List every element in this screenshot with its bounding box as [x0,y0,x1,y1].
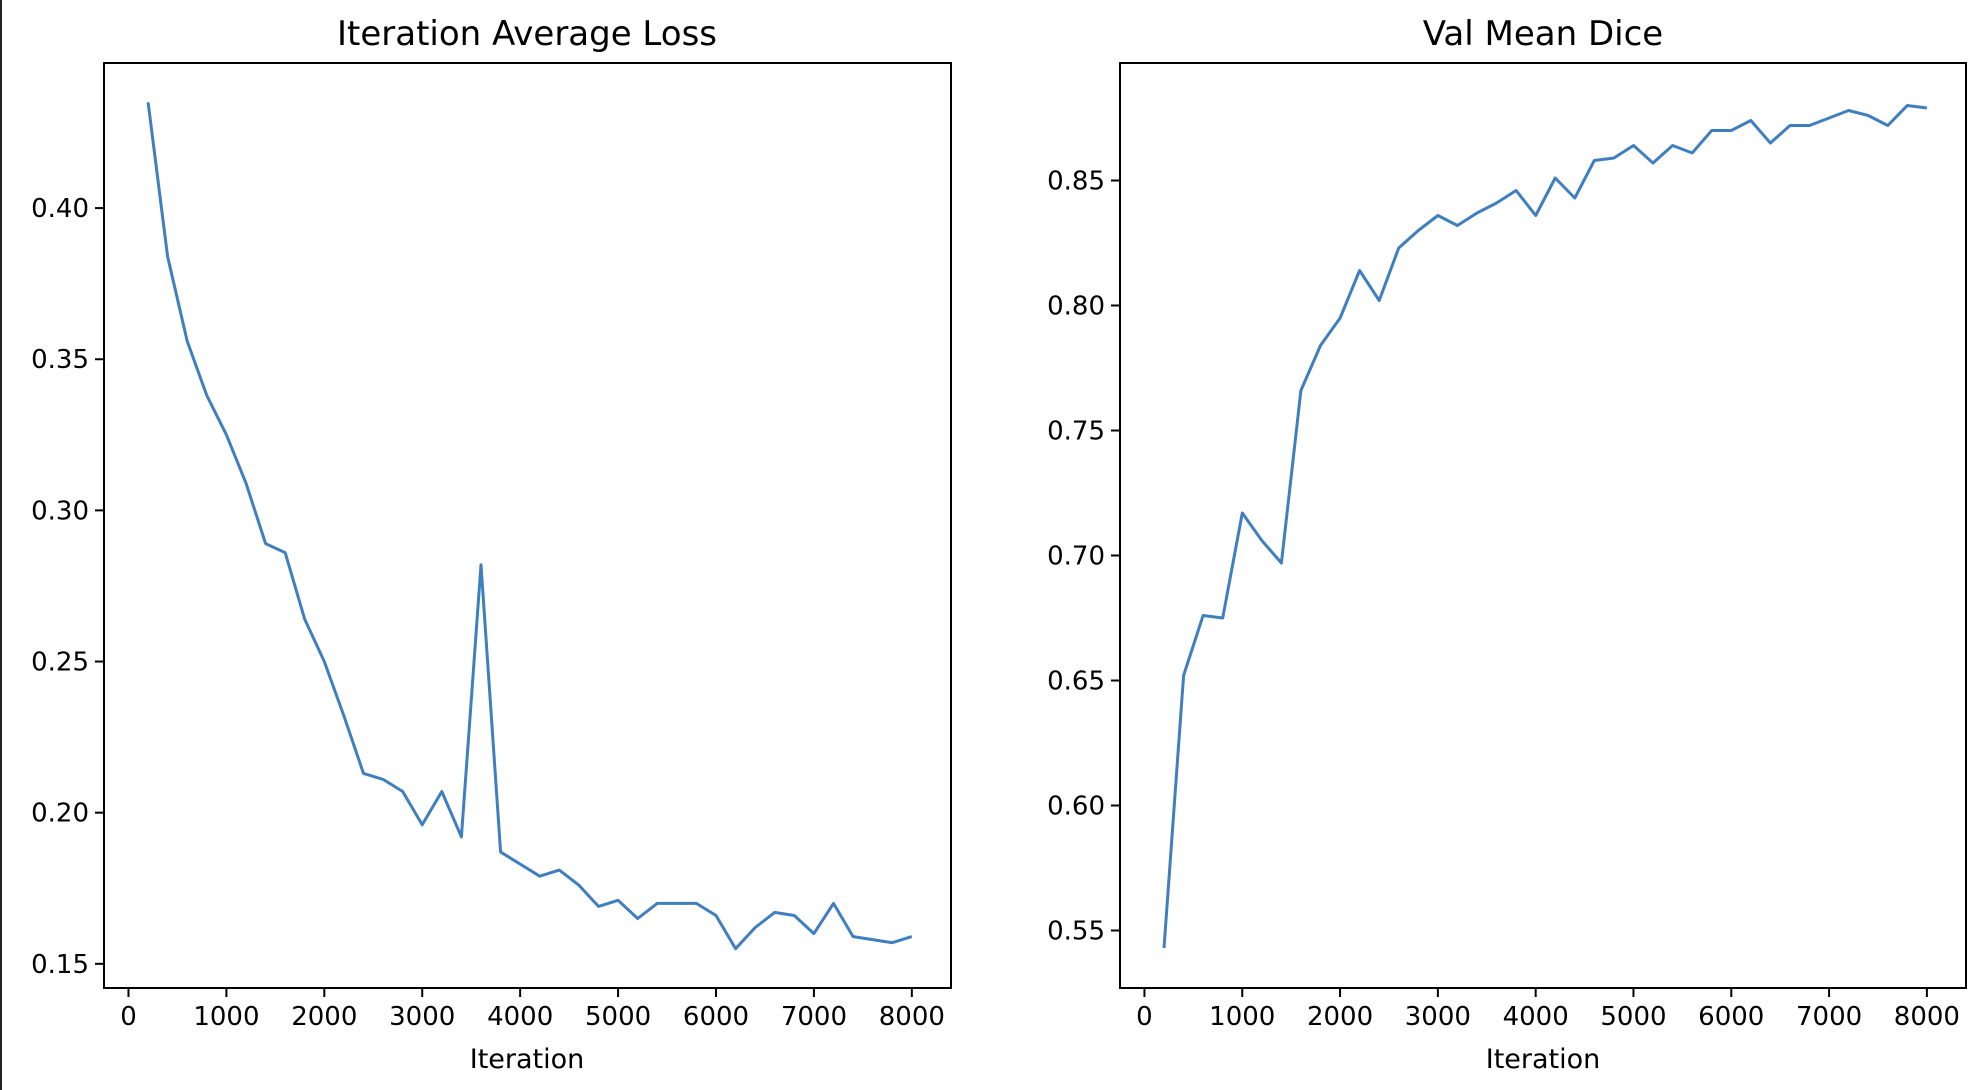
dice-plot-area [1119,62,1967,989]
loss-y-tick-label: 0.30 [31,496,89,526]
loss-plot-area [103,62,952,989]
loss-chart-title: Iteration Average Loss [337,14,717,54]
loss-y-tick-label: 0.20 [31,799,89,829]
dice-y-tick-label: 0.85 [1047,167,1105,197]
loss-x-tick-label: 5000 [585,1002,651,1032]
dice-x-tick-label: 5000 [1600,1002,1666,1032]
dice-chart: Val Mean Dice Iteration 0 1000 2000 3000 400… [1047,14,1967,1075]
loss-x-axis-label: Iteration [470,1044,585,1075]
dice-x-tick-label: 0 [1136,1002,1153,1032]
dice-x-tick-label: 7000 [1796,1002,1862,1032]
loss-y-ticks: 0.15 0.20 0.25 0.30 0.35 0.40 [31,194,104,980]
dice-y-tick-label: 0.55 [1047,917,1105,947]
loss-y-tick-label: 0.25 [31,648,89,678]
dice-y-tick-label: 0.65 [1047,667,1105,697]
loss-x-ticks: 0 1000 2000 3000 4000 5000 6000 7000 8000 [120,988,945,1032]
loss-chart: Iteration Average Loss Iteration 0 1000 20… [31,14,952,1075]
loss-x-tick-label: 8000 [879,1002,945,1032]
dice-x-axis-label: Iteration [1486,1044,1601,1075]
loss-y-tick-label: 0.15 [31,950,89,980]
loss-x-tick-label: 3000 [389,1002,455,1032]
dice-x-tick-label: 2000 [1307,1002,1373,1032]
dice-y-ticks: 0.55 0.60 0.65 0.70 0.75 0.80 0.85 [1047,167,1120,947]
loss-x-tick-label: 2000 [291,1002,357,1032]
loss-x-tick-label: 1000 [193,1002,259,1032]
loss-y-tick-label: 0.35 [31,345,89,375]
dice-y-tick-label: 0.70 [1047,542,1105,572]
dice-x-tick-label: 6000 [1698,1002,1764,1032]
dice-x-tick-label: 4000 [1503,1002,1569,1032]
dice-y-tick-label: 0.75 [1047,417,1105,447]
loss-x-tick-label: 4000 [487,1002,553,1032]
dice-x-ticks: 0 1000 2000 3000 4000 5000 6000 7000 8000 [1136,988,1960,1032]
dice-y-tick-label: 0.80 [1047,292,1105,322]
dice-x-tick-label: 1000 [1209,1002,1275,1032]
loss-x-tick-label: 7000 [781,1002,847,1032]
loss-x-tick-label: 0 [120,1002,137,1032]
dice-x-tick-label: 3000 [1405,1002,1471,1032]
loss-y-tick-label: 0.40 [31,194,89,224]
loss-x-tick-label: 6000 [683,1002,749,1032]
dice-chart-title: Val Mean Dice [1423,14,1663,54]
dice-y-tick-label: 0.60 [1047,792,1105,822]
loss-series-line [146,102,913,951]
dice-series-line [1162,104,1928,949]
dice-x-tick-label: 8000 [1894,1002,1960,1032]
